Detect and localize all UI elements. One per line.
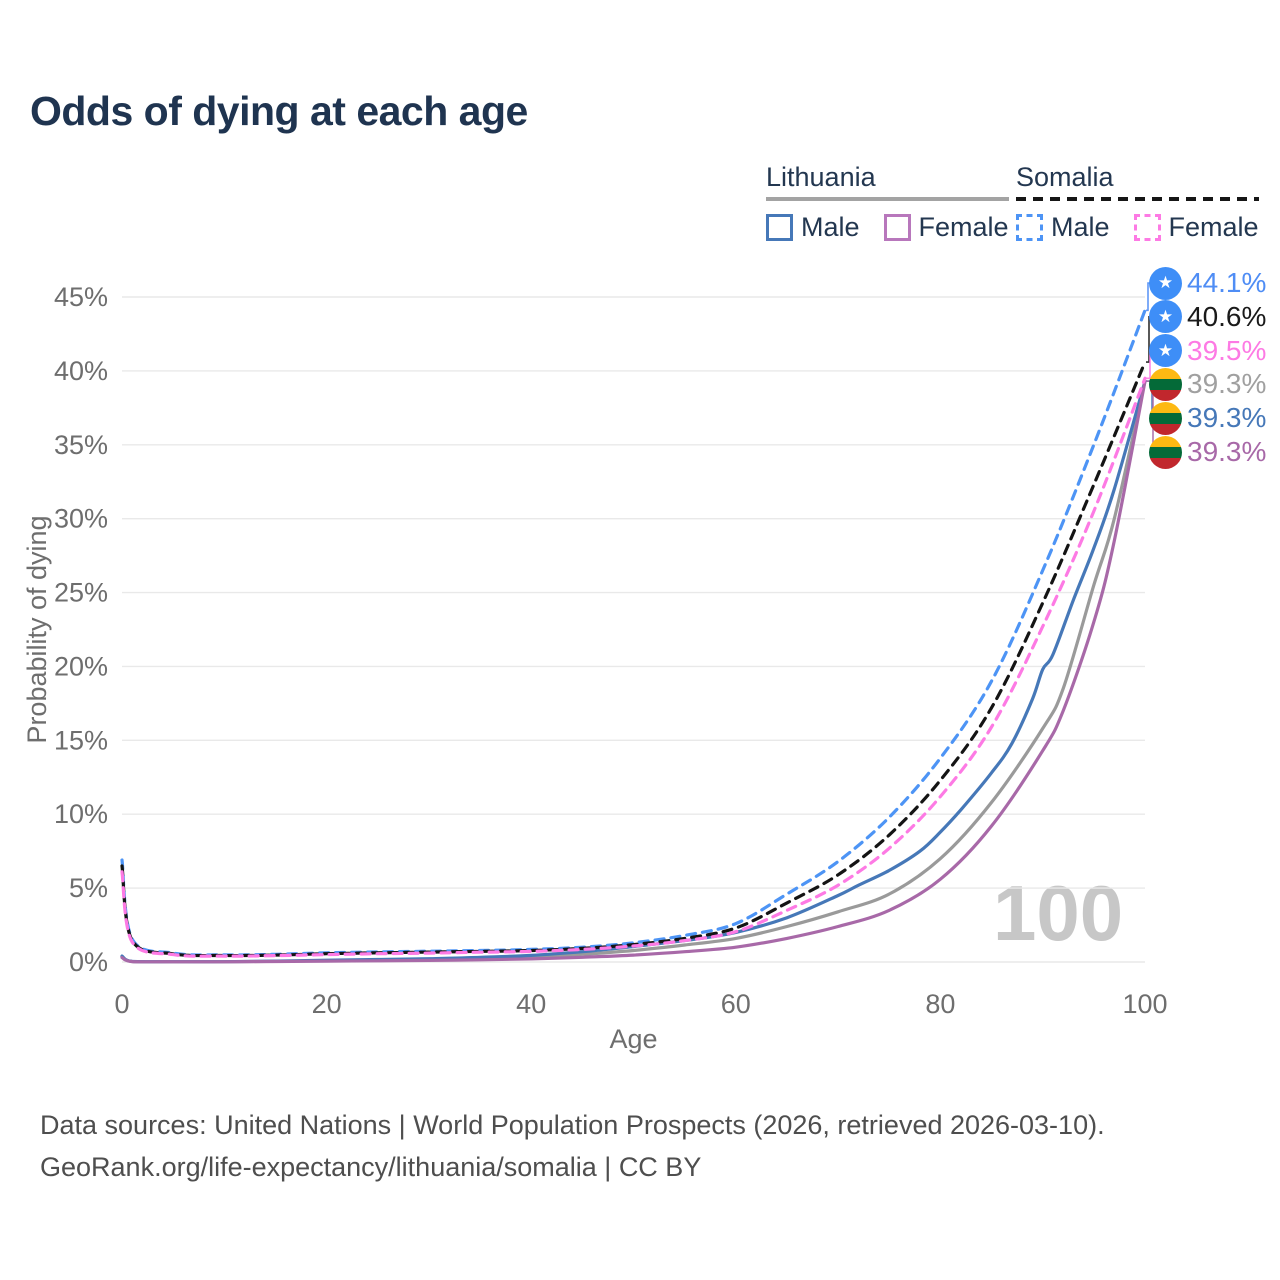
x-tick-label: 80 [925,989,955,1019]
lithuania-flag-icon [1149,401,1182,435]
legend-item-somalia-male[interactable]: Male [1016,212,1110,243]
legend-group-somalia: Somalia Male Female [1016,162,1259,243]
end-label-lithuania-female: 39.3% [1149,435,1266,469]
legend-group-lithuania: Lithuania Male Female [766,162,1009,243]
y-axis-title: Probability of dying [22,515,52,743]
end-label-value: 39.5% [1187,334,1267,366]
lithuania-female-swatch-icon [883,214,911,241]
x-tick-label: 100 [1122,989,1167,1019]
y-tick-label: 25% [54,578,108,608]
somalia-male-swatch-icon [1016,214,1043,241]
line-chart: 0% 5% 10% 15% 20% 25% 30% 35% 40% 45% 0 20 40 60 80 100… [22,282,1168,1054]
somalia-flag-icon: ★ [1149,300,1182,334]
somalia-flag-icon: ★ [1149,334,1182,368]
somalia-line-style-sample [1016,197,1259,201]
x-tick-label: 0 [114,989,129,1019]
data-sources-line2: GeoRank.org/life-expectancy/lithuania/so… [40,1151,702,1182]
legend-item-label: Female [1168,212,1259,242]
data-sources-line1: Data sources: United Nations | World Pop… [40,1110,1105,1140]
x-axis-title: Age [609,1024,657,1054]
lithuania-flag-icon [1149,435,1182,469]
somalia-female-swatch-icon [1133,214,1161,241]
somalia-flag-icon: ★ [1149,266,1182,300]
page-title: Odds of dying at each age [30,88,528,134]
end-label-lithuania-male: 39.3% [1149,401,1266,435]
legend-country-somalia[interactable]: Somalia [1016,162,1259,201]
legend-item-somalia-female[interactable]: Female [1133,212,1259,243]
y-tick-label: 45% [54,282,108,312]
y-tick-label: 30% [54,504,108,534]
legend-country-somalia-label: Somalia [1016,162,1114,192]
y-tick-label: 0% [69,947,108,977]
y-tick-label: 5% [69,873,108,903]
y-tick-label: 15% [54,725,108,755]
series-line-lithuania-male [120,379,1147,964]
lithuania-male-swatch-icon [766,214,793,241]
y-tick-label: 35% [54,430,108,460]
lithuania-line-style-sample [766,197,1009,201]
legend-country-lithuania[interactable]: Lithuania [766,162,1009,201]
legend-item-label: Male [1051,212,1110,242]
age-watermark: 100 [993,869,1124,957]
y-tick-label: 10% [54,799,108,829]
x-tick-label: 20 [312,989,342,1019]
lithuania-flag-icon [1149,367,1182,401]
end-label-lithuania-both: 39.3% [1149,367,1266,401]
y-tick-label: 40% [54,356,108,386]
y-tick-label: 20% [54,651,108,681]
x-tick-label: 40 [516,989,546,1019]
end-label-value: 40.6% [1187,300,1267,332]
data-sources: Data sources: United Nations | World Pop… [40,1105,1105,1189]
series-line-somalia-female [120,376,1147,958]
end-label-somalia-both: ★ 40.6% [1149,300,1266,334]
legend-item-lithuania-female[interactable]: Female [883,212,1009,243]
series-line-lithuania-female [120,379,1147,964]
legend-item-label: Male [801,212,860,242]
series-line-lithuania-both [120,379,1147,964]
end-label-somalia-female: ★ 39.5% [1149,334,1266,368]
legend-item-label: Female [918,212,1009,242]
end-label-value: 39.3% [1187,436,1267,467]
legend-item-lithuania-male[interactable]: Male [766,212,860,243]
series-line-somalia-both [120,360,1147,958]
end-label-somalia-male: ★ 44.1% [1149,266,1266,300]
x-tick-label: 60 [721,989,751,1019]
end-label-value: 44.1% [1187,267,1267,298]
end-label-value: 39.3% [1187,368,1267,400]
legend-country-lithuania-label: Lithuania [766,162,876,192]
series-line-somalia-male [120,308,1147,957]
end-label-value: 39.3% [1187,402,1267,434]
